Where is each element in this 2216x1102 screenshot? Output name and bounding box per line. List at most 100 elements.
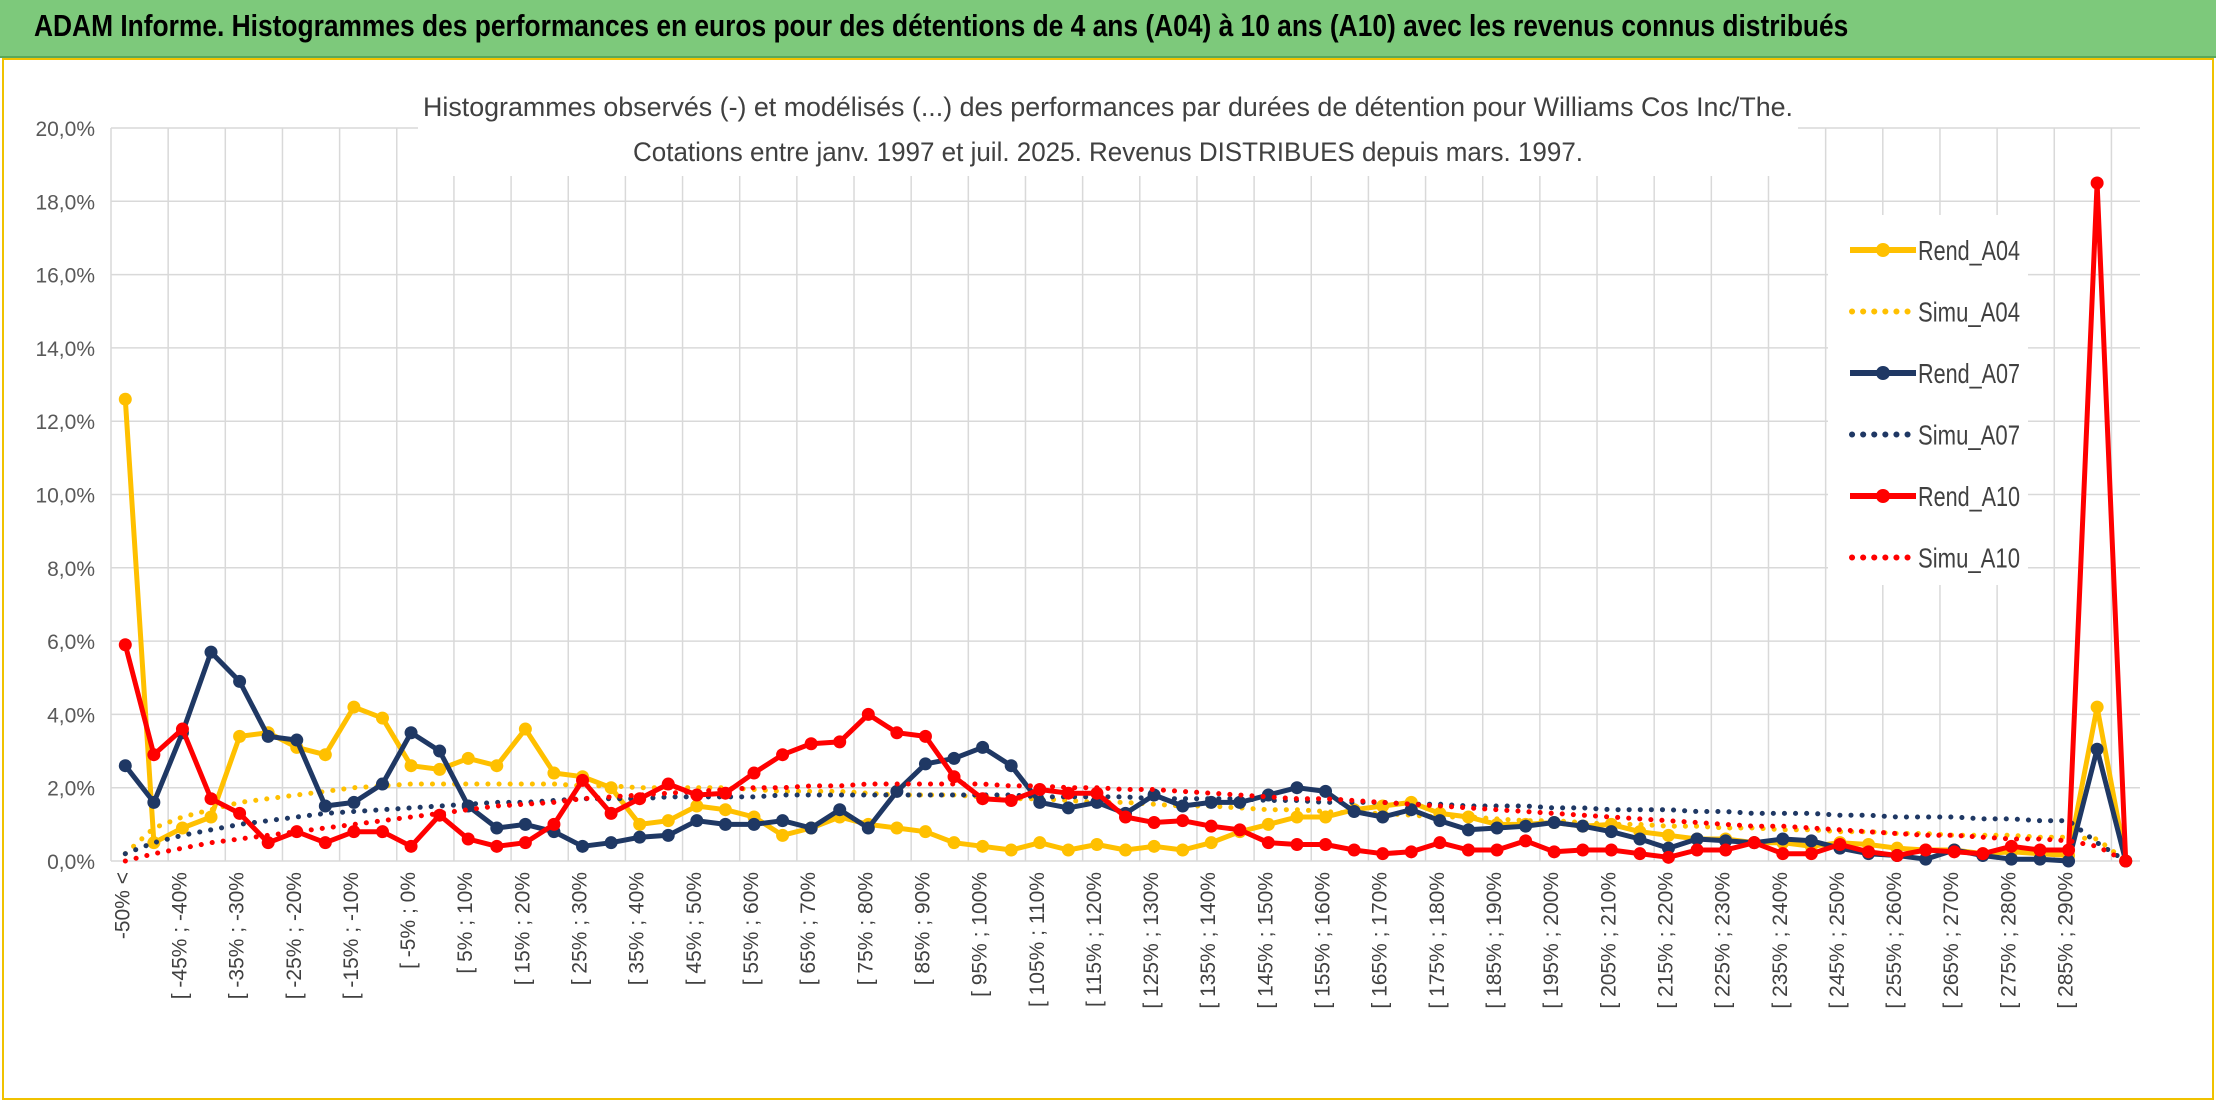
x-tick-label: [ 135% ; 140%	[1197, 872, 1220, 1009]
data-point-Rend_A10	[1461, 843, 1475, 857]
legend-background	[1828, 215, 2028, 585]
data-point-Rend_A04	[890, 821, 904, 835]
data-point-Rend_A07	[776, 814, 790, 828]
data-point-Rend_A04	[1004, 843, 1018, 857]
data-point-Rend_A07	[604, 836, 618, 850]
data-point-Rend_A10	[1862, 845, 1876, 859]
x-tick-label: [ 205% ; 210%	[1597, 872, 1620, 1009]
data-point-Rend_A07	[118, 759, 132, 773]
x-tick-label: [ 165% ; 170%	[1369, 872, 1392, 1009]
data-point-Rend_A04	[375, 711, 389, 725]
data-point-Rend_A10	[1404, 845, 1418, 859]
x-tick-label: [ 175% ; 180%	[1426, 872, 1449, 1009]
data-point-Rend_A10	[1119, 810, 1132, 824]
x-tick-label: [ -45% ; -40%	[168, 872, 191, 999]
legend: Rend_A04 Simu_A04 Rend_A07 Simu_A07 Rend_A10…	[1828, 215, 2028, 585]
data-point-Rend_A07	[890, 784, 904, 798]
y-tick-label: 14,0%	[35, 338, 95, 361]
data-point-Rend_A10	[1204, 819, 1218, 833]
x-tick-label: [ 65% ; 70%	[797, 872, 820, 985]
x-tick-label: [ 275% ; 280%	[1997, 872, 2020, 1009]
data-point-Rend_A07	[2004, 852, 2018, 866]
data-point-Rend_A07	[2033, 852, 2047, 866]
y-tick-label: 16,0%	[35, 265, 95, 288]
data-point-Rend_A07	[2062, 854, 2076, 868]
data-point-Rend_A04	[947, 836, 961, 850]
x-tick-label: [ -15% ; -10%	[340, 872, 363, 999]
data-point-Rend_A04	[1119, 843, 1132, 857]
data-point-Rend_A07	[861, 821, 875, 835]
x-tick-label: [ 25% ; 30%	[569, 872, 592, 985]
data-point-Rend_A10	[1661, 850, 1675, 864]
gridlines	[110, 127, 2140, 862]
data-point-Rend_A10	[347, 825, 361, 839]
data-point-Rend_A07	[490, 821, 504, 835]
y-tick-label: 4,0%	[47, 704, 95, 727]
data-point-Rend_A07	[233, 674, 247, 688]
data-point-Rend_A07	[1919, 852, 1933, 866]
x-tick-label: -50% <	[111, 872, 134, 939]
x-tick-label: [ 95% ; 100%	[969, 872, 992, 997]
x-tick-label: [ 225% ; 230%	[1712, 872, 1735, 1009]
data-point-Rend_A10	[461, 832, 475, 846]
data-point-Rend_A07	[947, 751, 961, 765]
data-point-Rend_A07	[1347, 805, 1361, 819]
data-point-Rend_A10	[175, 722, 189, 736]
data-point-Rend_A07	[375, 777, 389, 791]
data-point-Rend_A10	[1804, 847, 1818, 861]
data-point-Rend_A04	[976, 839, 990, 853]
data-point-Rend_A07	[1433, 814, 1447, 828]
data-point-Rend_A07	[518, 817, 532, 831]
chart-frame	[2, 58, 2214, 1100]
data-point-Rend_A07	[690, 814, 704, 828]
data-point-Rend_A10	[1776, 847, 1790, 861]
data-point-Rend_A04	[690, 799, 704, 813]
data-point-Rend_A10	[1976, 847, 1990, 861]
data-point-Rend_A10	[976, 792, 990, 806]
y-tick-label: 18,0%	[35, 191, 95, 214]
data-point-Rend_A04	[404, 759, 418, 773]
data-point-Rend_A07	[576, 839, 590, 853]
data-point-Rend_A10	[1261, 836, 1275, 850]
data-point-Rend_A04	[1176, 843, 1190, 857]
x-tick-label: [ 125% ; 130%	[1140, 872, 1163, 1009]
x-tick-label: [ -5% ; 0%	[397, 872, 420, 969]
data-point-Rend_A07	[747, 817, 761, 831]
data-point-Rend_A07	[1176, 799, 1190, 813]
data-point-Rend_A10	[1319, 838, 1333, 852]
data-point-Rend_A10	[947, 770, 961, 784]
data-point-Rend_A07	[1633, 832, 1647, 846]
data-point-Rend_A07	[1261, 788, 1275, 802]
data-point-Rend_A04	[204, 810, 218, 824]
data-point-Rend_A10	[204, 792, 218, 806]
data-point-Rend_A10	[1747, 836, 1761, 850]
legend-label: Simu_A07	[1918, 420, 2020, 451]
data-point-Rend_A04	[175, 821, 189, 835]
data-point-Rend_A07	[1004, 759, 1018, 773]
chart-title: Histogrammes observés (-) et modélisés (…	[423, 92, 1793, 122]
data-point-Rend_A04	[547, 766, 561, 780]
data-point-Rend_A10	[1519, 834, 1533, 848]
data-point-Rend_A07	[318, 799, 332, 813]
data-point-Rend_A04	[1661, 828, 1675, 842]
data-point-Rend_A10	[1490, 843, 1504, 857]
series-lines	[118, 176, 2133, 868]
x-tick-label: [ 85% ; 90%	[911, 872, 934, 985]
data-point-Rend_A07	[1804, 834, 1818, 848]
x-tick-label: [ 285% ; 290%	[2055, 872, 2078, 1009]
data-point-Rend_A07	[1719, 834, 1733, 848]
data-point-Rend_A10	[261, 836, 275, 850]
data-point-Rend_A07	[147, 795, 161, 809]
data-point-Rend_A07	[1290, 781, 1304, 795]
y-tick-label: 20,0%	[35, 118, 95, 141]
data-point-Rend_A10	[2090, 176, 2104, 190]
data-point-Rend_A04	[1147, 839, 1161, 853]
data-point-Rend_A04	[433, 762, 447, 776]
data-point-Rend_A10	[1947, 845, 1961, 859]
data-point-Rend_A10	[1576, 843, 1590, 857]
legend-label: Rend_A10	[1918, 481, 2020, 512]
y-tick-label: 6,0%	[47, 631, 95, 654]
x-tick-label: [ 215% ; 220%	[1654, 872, 1677, 1009]
data-point-Rend_A10	[1833, 838, 1847, 852]
